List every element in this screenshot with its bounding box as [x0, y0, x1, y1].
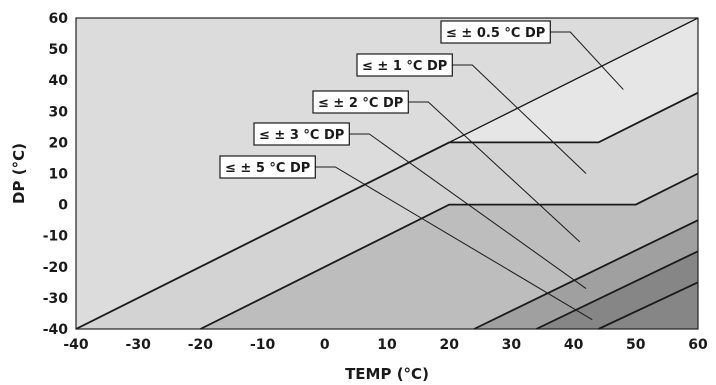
- region-boundaries: [75, 17, 699, 330]
- y-tick-label: -40: [43, 322, 69, 338]
- callout-leader-line: [452, 64, 587, 174]
- x-tick-label: 50: [626, 337, 646, 353]
- region-callout-3: ≤ ± 2 °C DP: [312, 90, 581, 243]
- region-label: ≤ ± 0.5 °C DP: [446, 26, 545, 41]
- y-tick-label: -10: [43, 229, 69, 245]
- boundary-line-4: [473, 219, 699, 330]
- x-tick-label: 20: [439, 337, 459, 353]
- region-label: ≤ ± 3 °C DP: [259, 128, 344, 143]
- y-tick-label: 30: [49, 104, 69, 120]
- axis-ticks: -40 -30 -20 -10 0 10 20 30 40 50 60 -40 -30 -20 -10 0 10…: [43, 11, 708, 353]
- y-tick-label: -30: [43, 291, 69, 307]
- x-tick-label: -10: [250, 337, 276, 353]
- y-tick-label: 40: [49, 73, 69, 89]
- x-tick-label: 40: [564, 337, 584, 353]
- plot-frame: [75, 17, 699, 330]
- boundary-line-5: [535, 250, 699, 330]
- callout-leader-line: [408, 101, 581, 243]
- x-axis-label: TEMP (°C): [345, 365, 429, 383]
- region-label: ≤ ± 1 °C DP: [362, 59, 447, 74]
- callout-leader-line: [349, 133, 587, 289]
- y-tick-label: 50: [49, 42, 69, 58]
- y-tick-label: 10: [49, 167, 69, 183]
- x-tick-label: 60: [688, 337, 708, 353]
- y-axis-label: DP (°C): [10, 143, 28, 204]
- region-callouts: ≤ ± 0.5 °C DP ≤ ± 1 °C DP ≤ ± 2 °C DP ≤ ± 3…: [219, 20, 624, 321]
- region-label: ≤ ± 5 °C DP: [225, 161, 310, 176]
- x-tick-label: 0: [320, 337, 330, 353]
- y-tick-label: 60: [49, 11, 69, 27]
- callout-leader-line: [550, 31, 624, 90]
- region-callout-1: ≤ ± 0.5 °C DP: [440, 20, 624, 90]
- y-tick-label: 20: [49, 135, 69, 151]
- region-label: ≤ ± 2 °C DP: [318, 96, 403, 111]
- boundary-line-3: [199, 172, 699, 330]
- region-callout-4: ≤ ± 3 °C DP: [253, 122, 587, 289]
- y-tick-label: -20: [43, 260, 69, 276]
- boundary-line-6: [598, 281, 699, 330]
- x-tick-label: 30: [502, 337, 522, 353]
- x-tick-label: 10: [377, 337, 397, 353]
- x-tick-label: -40: [63, 337, 89, 353]
- y-tick-label: 0: [58, 198, 68, 214]
- boundary-line-2: [75, 91, 699, 330]
- region-callout-5: ≤ ± 5 °C DP: [219, 155, 593, 321]
- x-tick-label: -20: [188, 337, 214, 353]
- region-callout-2: ≤ ± 1 °C DP: [356, 53, 587, 174]
- x-tick-label: -30: [126, 337, 152, 353]
- callout-leader-line: [315, 166, 593, 321]
